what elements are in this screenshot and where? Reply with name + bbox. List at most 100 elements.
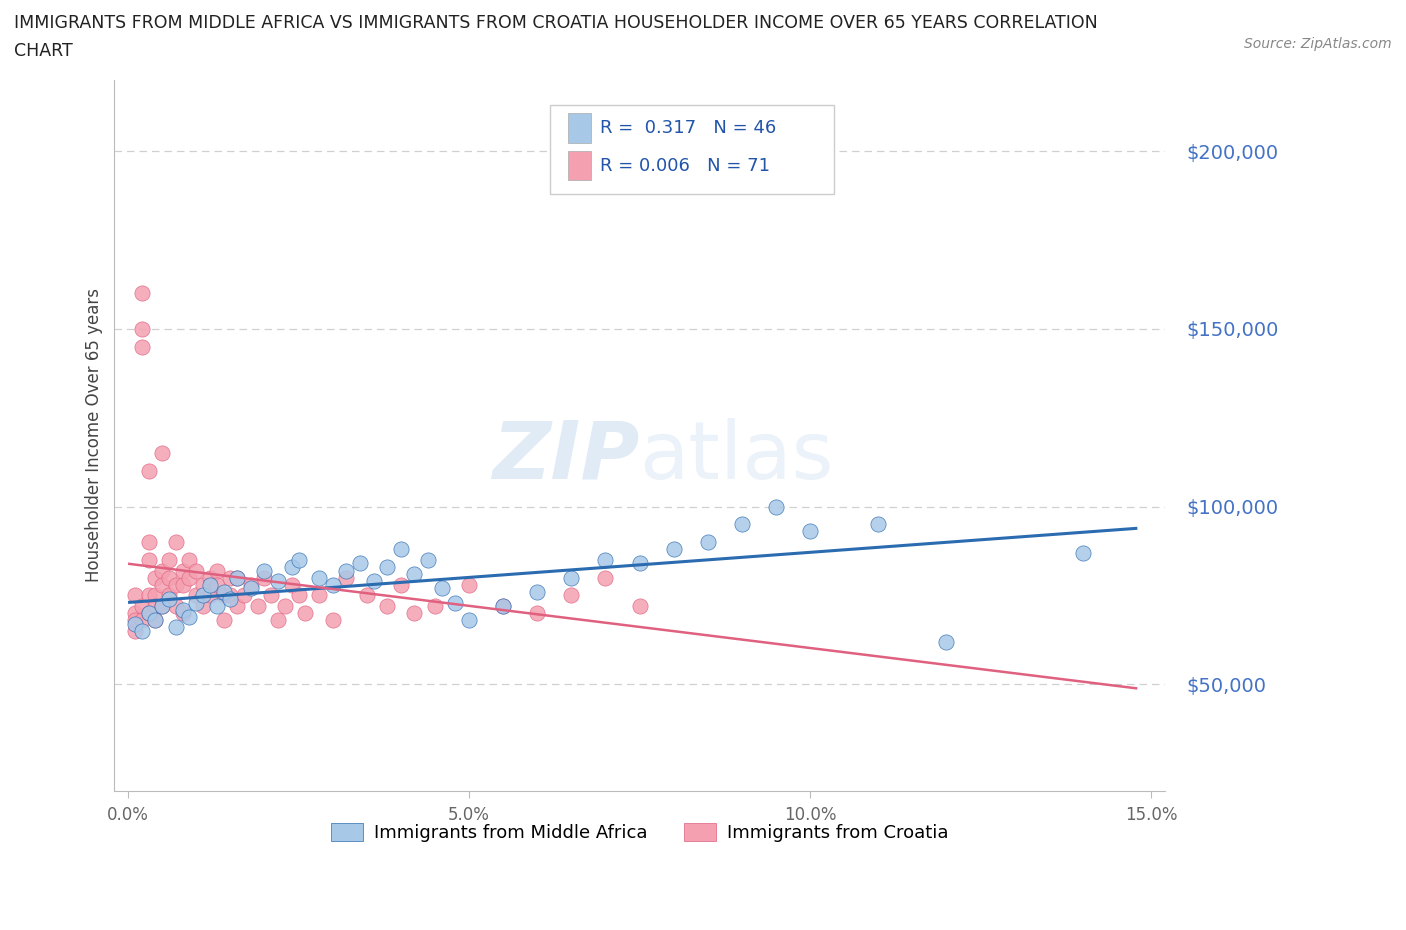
Immigrants from Croatia [492,599,515,614]
Immigrants from Croatia [219,588,242,603]
Immigrants from Croatia [260,588,283,603]
Immigrants from Croatia [198,588,221,603]
Immigrants from Middle Africa [191,588,214,603]
FancyBboxPatch shape [568,151,591,180]
Immigrants from Middle Africa [253,563,276,578]
FancyBboxPatch shape [568,113,591,143]
Text: CHART: CHART [14,42,73,60]
Immigrants from Croatia [186,588,208,603]
Immigrants from Croatia [131,286,153,300]
Immigrants from Middle Africa [349,556,371,571]
Immigrants from Middle Africa [165,620,187,635]
Immigrants from Croatia [172,578,194,592]
Immigrants from Croatia [179,570,201,585]
Immigrants from Croatia [198,570,221,585]
Immigrants from Middle Africa [239,581,262,596]
Text: atlas: atlas [640,418,834,496]
Immigrants from Middle Africa [157,591,180,606]
Immigrants from Croatia [389,578,412,592]
Immigrants from Middle Africa [458,613,481,628]
Immigrants from Middle Africa [267,574,290,589]
Immigrants from Middle Africa [560,570,582,585]
Immigrants from Croatia [226,599,249,614]
Immigrants from Middle Africa [595,552,617,567]
Immigrants from Croatia [526,605,548,620]
Immigrants from Croatia [150,578,173,592]
Immigrants from Middle Africa [799,524,821,538]
Immigrants from Croatia [143,588,166,603]
Immigrants from Croatia [356,588,378,603]
Immigrants from Croatia [138,552,160,567]
Immigrants from Croatia [131,322,153,337]
Immigrants from Croatia [143,599,166,614]
Immigrants from Croatia [595,570,617,585]
Immigrants from Croatia [239,578,262,592]
Immigrants from Croatia [274,599,297,614]
Immigrants from Middle Africa [212,584,235,599]
Text: Source: ZipAtlas.com: Source: ZipAtlas.com [1244,37,1392,51]
Immigrants from Croatia [150,599,173,614]
Immigrants from Croatia [138,535,160,550]
Immigrants from Croatia [138,605,160,620]
Immigrants from Croatia [458,578,481,592]
Immigrants from Middle Africa [731,517,754,532]
Immigrants from Middle Africa [226,570,249,585]
Immigrants from Croatia [172,605,194,620]
Immigrants from Croatia [423,599,446,614]
Immigrants from Croatia [212,588,235,603]
Immigrants from Croatia [322,613,344,628]
Text: R = 0.006   N = 71: R = 0.006 N = 71 [599,156,769,175]
Immigrants from Middle Africa [375,560,398,575]
Immigrants from Middle Africa [335,563,357,578]
Immigrants from Croatia [560,588,582,603]
Immigrants from Croatia [280,578,302,592]
Immigrants from Croatia [150,445,173,460]
Immigrants from Croatia [253,570,276,585]
Immigrants from Croatia [205,578,228,592]
Immigrants from Middle Africa [131,623,153,638]
Immigrants from Middle Africa [1071,545,1094,560]
Immigrants from Croatia [308,588,330,603]
Immigrants from Middle Africa [430,581,453,596]
Immigrants from Middle Africa [186,595,208,610]
Immigrants from Croatia [124,605,146,620]
Immigrants from Middle Africa [205,599,228,614]
Immigrants from Croatia [294,605,316,620]
Immigrants from Croatia [172,563,194,578]
Immigrants from Croatia [212,613,235,628]
Immigrants from Middle Africa [287,552,309,567]
Immigrants from Croatia [205,563,228,578]
Immigrants from Croatia [165,599,187,614]
Immigrants from Croatia [138,588,160,603]
Immigrants from Croatia [138,463,160,478]
Immigrants from Croatia [143,613,166,628]
Immigrants from Croatia [246,599,269,614]
Immigrants from Middle Africa [363,574,385,589]
Immigrants from Croatia [143,570,166,585]
Immigrants from Middle Africa [150,599,173,614]
Immigrants from Croatia [165,535,187,550]
Immigrants from Middle Africa [404,566,426,581]
Immigrants from Croatia [267,613,290,628]
Immigrants from Middle Africa [868,517,890,532]
Immigrants from Middle Africa [143,613,166,628]
Immigrants from Middle Africa [492,599,515,614]
Immigrants from Middle Africa [219,591,242,606]
Immigrants from Middle Africa [308,570,330,585]
Immigrants from Middle Africa [322,578,344,592]
Text: IMMIGRANTS FROM MIDDLE AFRICA VS IMMIGRANTS FROM CROATIA HOUSEHOLDER INCOME OVER: IMMIGRANTS FROM MIDDLE AFRICA VS IMMIGRA… [14,14,1098,32]
Immigrants from Croatia [179,552,201,567]
Immigrants from Croatia [191,599,214,614]
Immigrants from Middle Africa [444,595,467,610]
Immigrants from Croatia [186,563,208,578]
Immigrants from Middle Africa [526,584,548,599]
Immigrants from Croatia [124,623,146,638]
Immigrants from Middle Africa [662,542,685,557]
Immigrants from Croatia [131,599,153,614]
Immigrants from Middle Africa [628,556,651,571]
Immigrants from Croatia [131,339,153,354]
Immigrants from Croatia [157,570,180,585]
Immigrants from Croatia [233,588,256,603]
Immigrants from Middle Africa [138,605,160,620]
Immigrants from Middle Africa [416,552,439,567]
